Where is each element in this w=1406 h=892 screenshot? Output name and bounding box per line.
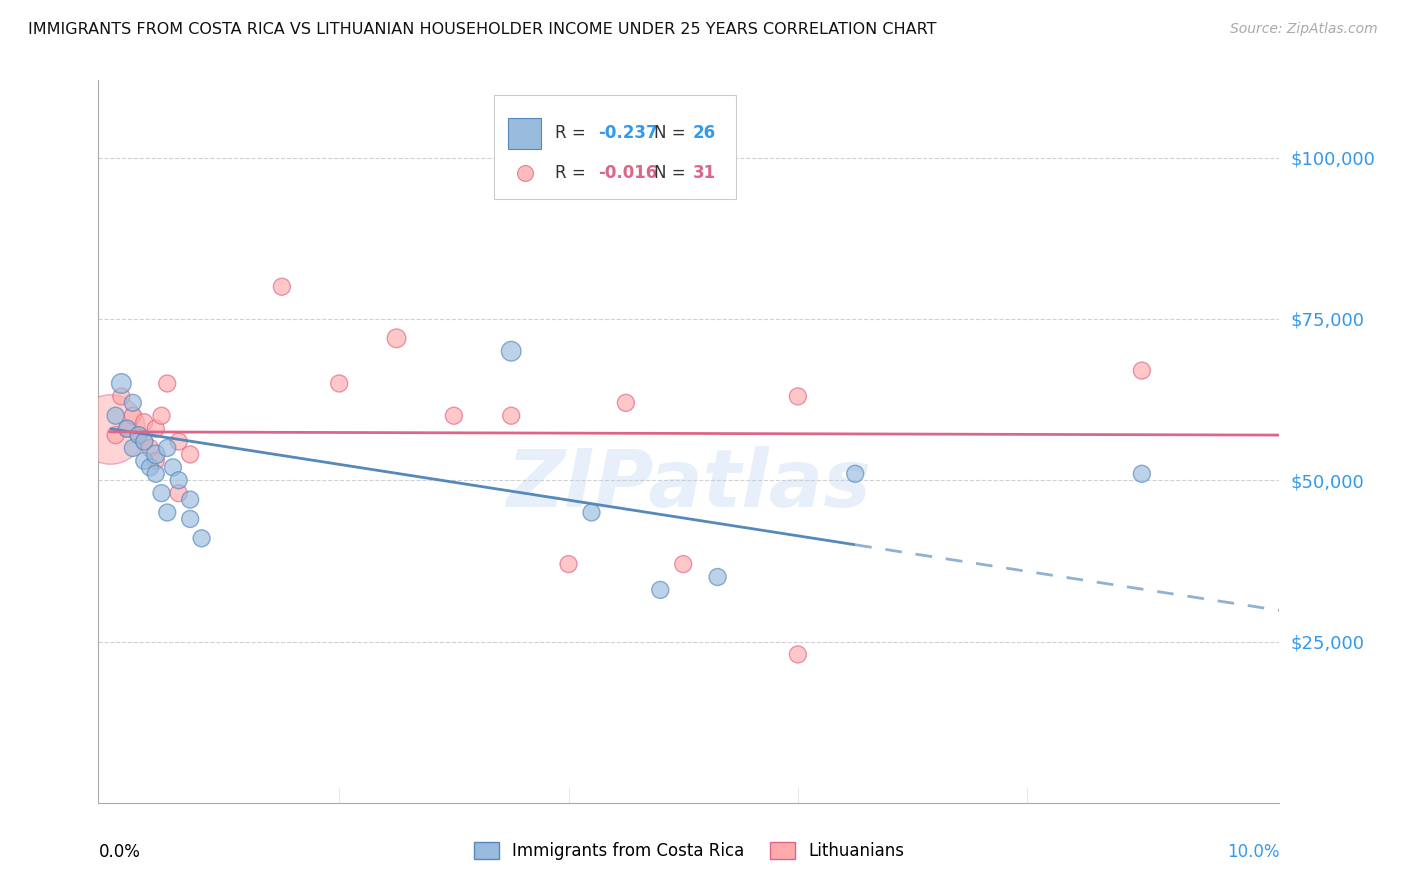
Point xyxy=(162,460,184,475)
Point xyxy=(156,441,179,455)
Text: Source: ZipAtlas.com: Source: ZipAtlas.com xyxy=(1230,22,1378,37)
Point xyxy=(104,409,127,423)
Text: 26: 26 xyxy=(693,125,716,143)
Point xyxy=(110,389,132,403)
Point xyxy=(134,454,156,468)
Text: IMMIGRANTS FROM COSTA RICA VS LITHUANIAN HOUSEHOLDER INCOME UNDER 25 YEARS CORRE: IMMIGRANTS FROM COSTA RICA VS LITHUANIAN… xyxy=(28,22,936,37)
Point xyxy=(121,396,143,410)
Point xyxy=(328,376,350,391)
Point xyxy=(104,428,127,442)
Point xyxy=(1130,467,1153,481)
Point xyxy=(786,389,808,403)
Point xyxy=(167,473,190,487)
Point xyxy=(190,531,212,545)
Point xyxy=(179,447,201,461)
Point xyxy=(179,492,201,507)
Point xyxy=(672,557,695,571)
Point xyxy=(650,582,672,597)
Point xyxy=(134,434,156,449)
Point xyxy=(179,512,201,526)
Point xyxy=(581,506,603,520)
Point xyxy=(121,409,143,423)
Point xyxy=(121,441,143,455)
Bar xyxy=(508,118,541,149)
Point xyxy=(115,422,138,436)
Point xyxy=(614,396,637,410)
Point xyxy=(786,648,808,662)
Point xyxy=(139,460,162,475)
FancyBboxPatch shape xyxy=(494,95,737,200)
Point xyxy=(98,422,121,436)
Point xyxy=(501,344,523,359)
Point xyxy=(270,279,292,293)
Point xyxy=(557,557,579,571)
Point xyxy=(844,467,866,481)
Point xyxy=(110,376,132,391)
Text: N =: N = xyxy=(654,164,690,182)
Point xyxy=(706,570,728,584)
Text: R =: R = xyxy=(555,164,592,182)
Text: ZIPatlas: ZIPatlas xyxy=(506,446,872,524)
Point xyxy=(167,486,190,500)
Point xyxy=(139,441,162,455)
Text: 0.0%: 0.0% xyxy=(98,843,141,861)
Legend: Immigrants from Costa Rica, Lithuanians: Immigrants from Costa Rica, Lithuanians xyxy=(467,835,911,867)
Point xyxy=(115,422,138,436)
Point xyxy=(145,422,167,436)
Text: 10.0%: 10.0% xyxy=(1227,843,1279,861)
Point xyxy=(443,409,465,423)
Point xyxy=(145,454,167,468)
Point xyxy=(156,376,179,391)
Point xyxy=(150,486,173,500)
Text: -0.016: -0.016 xyxy=(598,164,657,182)
Point xyxy=(167,434,190,449)
Point xyxy=(501,409,523,423)
Text: 31: 31 xyxy=(693,164,716,182)
Point xyxy=(134,434,156,449)
Point xyxy=(1130,363,1153,377)
Point xyxy=(385,331,408,345)
Point xyxy=(150,409,173,423)
Text: R =: R = xyxy=(555,125,592,143)
Point xyxy=(145,467,167,481)
Text: N =: N = xyxy=(654,125,690,143)
Text: -0.237: -0.237 xyxy=(598,125,658,143)
Point xyxy=(156,506,179,520)
Point xyxy=(128,428,150,442)
Point xyxy=(128,428,150,442)
Point xyxy=(145,447,167,461)
Point xyxy=(134,415,156,429)
